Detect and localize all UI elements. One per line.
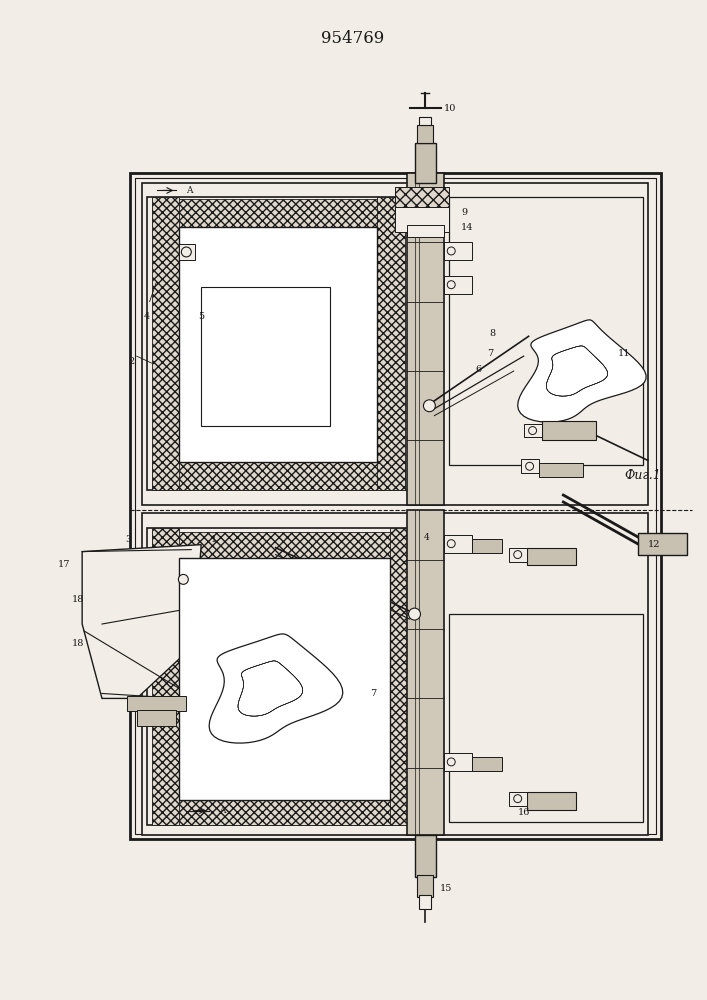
Bar — [444, 535, 472, 553]
Circle shape — [525, 462, 534, 470]
Bar — [180, 558, 390, 800]
Circle shape — [529, 427, 537, 435]
Bar — [390, 528, 418, 825]
Text: 12: 12 — [648, 540, 660, 549]
Text: 3: 3 — [126, 535, 132, 544]
Bar — [151, 199, 404, 227]
Text: 11: 11 — [618, 349, 631, 358]
Bar — [539, 463, 583, 477]
Bar — [414, 835, 436, 877]
Bar — [414, 143, 436, 183]
Bar — [419, 117, 431, 125]
Bar — [395, 187, 449, 209]
Bar — [135, 178, 655, 834]
Text: 8: 8 — [489, 329, 495, 338]
Text: 954769: 954769 — [322, 30, 385, 47]
Text: 17: 17 — [58, 560, 70, 569]
Bar — [151, 800, 419, 825]
Text: 2: 2 — [129, 357, 135, 366]
Bar — [444, 242, 472, 260]
Bar — [201, 287, 330, 426]
Circle shape — [514, 551, 522, 559]
Bar — [524, 424, 542, 437]
Bar — [520, 459, 539, 473]
Circle shape — [448, 247, 455, 255]
Bar — [407, 225, 444, 237]
Bar — [377, 197, 404, 490]
Bar — [449, 614, 643, 822]
Bar — [141, 513, 648, 835]
Text: 6: 6 — [475, 365, 481, 374]
Bar — [527, 548, 576, 565]
Bar — [136, 710, 177, 726]
Bar — [472, 757, 502, 771]
Bar — [151, 197, 180, 490]
Bar — [472, 539, 502, 553]
Bar — [127, 696, 187, 711]
Circle shape — [448, 540, 455, 548]
Bar — [407, 173, 444, 505]
Text: 4: 4 — [423, 533, 429, 542]
Bar — [151, 532, 419, 558]
Bar — [527, 792, 576, 810]
Text: A: A — [187, 186, 193, 195]
Text: Фиг.1: Фиг.1 — [624, 469, 661, 482]
Bar — [407, 510, 444, 835]
Text: 10: 10 — [444, 104, 457, 113]
Text: 14: 14 — [461, 223, 474, 232]
Bar — [130, 173, 660, 839]
Polygon shape — [209, 634, 343, 743]
Bar — [449, 197, 643, 465]
Circle shape — [178, 574, 188, 584]
Text: 9: 9 — [461, 208, 467, 217]
Polygon shape — [82, 545, 201, 698]
Bar — [146, 197, 414, 490]
Circle shape — [448, 758, 455, 766]
Circle shape — [448, 281, 455, 289]
Text: 7: 7 — [370, 689, 376, 698]
Text: A: A — [219, 806, 226, 815]
Text: 1: 1 — [211, 535, 217, 544]
Circle shape — [514, 795, 522, 803]
Bar — [418, 125, 433, 143]
Bar — [180, 227, 377, 462]
Bar — [395, 207, 449, 232]
Text: 16: 16 — [518, 808, 530, 817]
Bar — [151, 528, 180, 825]
Text: 4: 4 — [144, 312, 150, 321]
Bar — [444, 753, 472, 771]
Bar — [638, 533, 687, 555]
Text: 18: 18 — [71, 595, 84, 604]
Bar — [418, 875, 433, 897]
Polygon shape — [518, 320, 646, 422]
Bar — [509, 548, 527, 562]
Bar — [151, 462, 404, 490]
Bar — [141, 183, 648, 505]
Text: 15: 15 — [439, 884, 452, 893]
Bar — [419, 895, 431, 909]
Bar — [542, 421, 596, 440]
Text: 7: 7 — [487, 349, 493, 358]
Circle shape — [423, 400, 436, 412]
Bar — [180, 244, 195, 260]
Text: 5: 5 — [198, 312, 204, 321]
Bar — [509, 792, 527, 806]
Circle shape — [182, 247, 192, 257]
Text: 18: 18 — [71, 639, 84, 648]
Circle shape — [409, 608, 421, 620]
Bar — [444, 276, 472, 294]
Bar — [146, 528, 424, 825]
